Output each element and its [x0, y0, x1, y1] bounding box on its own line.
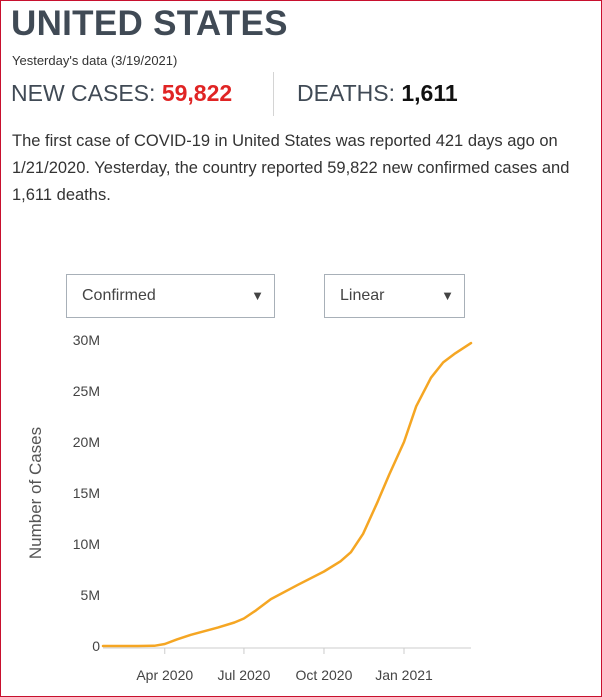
- new-cases-label: NEW CASES:: [11, 80, 156, 106]
- x-tick-label: Jan 2021: [375, 667, 433, 683]
- deaths-label: DEATHS:: [297, 80, 395, 106]
- scale-dropdown[interactable]: Linear ▼: [324, 274, 465, 318]
- new-cases-stat: NEW CASES: 59,822: [11, 80, 232, 107]
- scale-selected: Linear: [340, 287, 385, 304]
- y-tick-label: 10M: [73, 536, 100, 552]
- deaths-stat: DEATHS: 1,611: [297, 80, 458, 107]
- y-tick-label: 20M: [73, 434, 100, 450]
- x-tick-label: Jul 2020: [217, 667, 270, 683]
- cases-chart: 0 5M 10M 15M 20M 25M 30M Apr 2020 Jul 2020 Oct 20…: [0, 320, 602, 697]
- x-tick-label: Oct 2020: [296, 667, 353, 683]
- case-type-dropdown[interactable]: Confirmed ▼: [66, 274, 275, 318]
- deaths-value: 1,611: [401, 80, 458, 106]
- stats-divider: [273, 72, 274, 116]
- summary-country: United States: [232, 132, 332, 150]
- case-type-selected: Confirmed: [82, 287, 156, 304]
- y-tick-label: 25M: [73, 383, 100, 399]
- x-tick-label: Apr 2020: [136, 667, 193, 683]
- country-title: UNITED STATES: [11, 4, 288, 43]
- summary-part-3: was reported 421 days ago on 1/21/2020. …: [12, 132, 570, 204]
- y-tick-label: 5M: [81, 587, 100, 603]
- new-cases-value: 59,822: [161, 80, 233, 106]
- y-tick-label: 0: [92, 638, 100, 654]
- chevron-down-icon: ▼: [251, 288, 264, 303]
- summary-disease: COVID-19: [133, 132, 211, 150]
- chevron-down-icon: ▼: [441, 288, 454, 303]
- summary-part-2: in: [210, 132, 233, 150]
- confirmed-cases-line: [101, 341, 473, 648]
- y-tick-label: 15M: [73, 485, 100, 501]
- summary-text: The first case of COVID-19 in United Sta…: [12, 128, 592, 209]
- y-axis-title: Number of Cases: [26, 427, 45, 559]
- y-tick-label: 30M: [73, 332, 100, 348]
- summary-part-1: The first case of: [12, 132, 134, 150]
- cases-chart-svg: 0 5M 10M 15M 20M 25M 30M Apr 2020 Jul 2020 Oct 20…: [26, 332, 473, 683]
- data-date: Yesterday's data (3/19/2021): [12, 53, 178, 68]
